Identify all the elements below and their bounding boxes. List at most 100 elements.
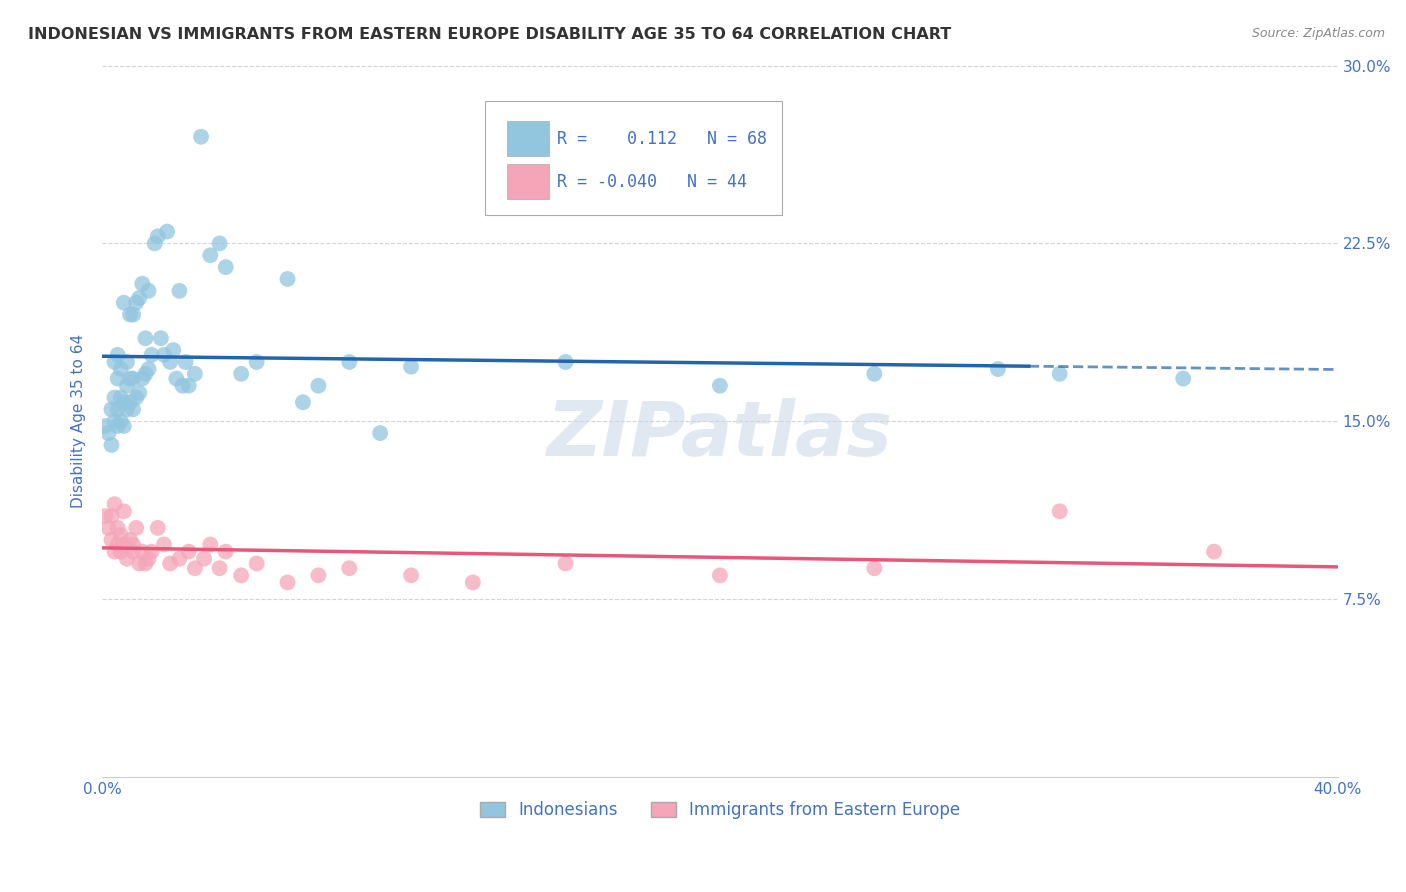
Point (149, 331, 172, 345)
Point (131, 544, 153, 558)
Point (107, 348, 129, 362)
Point (107, 402, 129, 417)
Legend: Indonesians, Immigrants from Eastern Europe: Indonesians, Immigrants from Eastern Eur… (472, 794, 967, 825)
Point (291, 395, 314, 409)
Point (110, 414, 132, 428)
Point (134, 367, 156, 381)
Point (131, 371, 153, 385)
Point (863, 367, 886, 381)
Point (987, 362, 1010, 376)
Point (103, 497, 125, 511)
Point (107, 537, 129, 551)
Point (100, 402, 122, 417)
Point (125, 391, 148, 405)
Point (103, 414, 125, 428)
Point (193, 551, 215, 566)
Point (125, 295, 148, 310)
Point (156, 225, 179, 239)
Point (190, 129, 212, 144)
Point (200, 537, 222, 551)
Point (122, 537, 145, 551)
Point (115, 378, 138, 392)
Point (141, 348, 163, 362)
Point (94, 509, 117, 524)
Point (131, 277, 153, 291)
Point (141, 544, 163, 558)
Point (128, 291, 150, 305)
Point (215, 260, 238, 274)
Point (153, 537, 176, 551)
Point (709, 378, 731, 392)
Point (110, 362, 132, 376)
Point (138, 284, 160, 298)
FancyBboxPatch shape (485, 101, 782, 215)
Point (208, 561, 231, 575)
Point (172, 378, 194, 392)
Point (112, 504, 135, 518)
Point (110, 528, 132, 542)
Y-axis label: Disability Age 35 to 64: Disability Age 35 to 64 (72, 334, 86, 508)
Point (368, 426, 391, 441)
Point (184, 561, 207, 575)
Point (134, 331, 156, 345)
Point (128, 385, 150, 400)
Point (177, 378, 200, 392)
Point (125, 521, 148, 535)
Point (146, 521, 169, 535)
Point (276, 575, 298, 590)
Point (107, 419, 129, 434)
Point (231, 568, 253, 582)
Point (107, 521, 129, 535)
Point (118, 308, 141, 322)
Point (122, 371, 145, 385)
Point (1173, 371, 1195, 385)
Point (112, 295, 135, 310)
Point (246, 557, 269, 571)
Text: INDONESIAN VS IMMIGRANTS FROM EASTERN EUROPE DISABILITY AGE 35 TO 64 CORRELATION: INDONESIAN VS IMMIGRANTS FROM EASTERN EU… (28, 27, 952, 42)
Point (554, 355, 576, 369)
Point (246, 355, 269, 369)
Point (337, 561, 360, 575)
Text: R = -0.040   N = 44: R = -0.040 N = 44 (557, 172, 747, 191)
Point (115, 551, 138, 566)
Point (100, 509, 122, 524)
Point (337, 355, 360, 369)
Point (307, 378, 329, 392)
Point (122, 544, 145, 558)
Point (1204, 544, 1226, 558)
Point (143, 236, 166, 251)
Point (118, 371, 141, 385)
Point (100, 533, 122, 547)
Point (169, 551, 191, 566)
Point (97, 521, 120, 535)
Point (231, 367, 253, 381)
FancyBboxPatch shape (508, 121, 550, 156)
Point (103, 355, 125, 369)
Point (115, 355, 138, 369)
Point (1049, 367, 1071, 381)
Point (100, 438, 122, 452)
Point (184, 367, 207, 381)
Point (118, 395, 141, 409)
Point (159, 557, 181, 571)
Point (103, 391, 125, 405)
Point (159, 355, 181, 369)
Point (103, 544, 125, 558)
Point (863, 561, 886, 575)
Point (146, 229, 169, 244)
Point (153, 348, 176, 362)
Point (208, 236, 231, 251)
Point (307, 568, 329, 582)
Point (107, 371, 129, 385)
Point (118, 533, 141, 547)
Point (110, 391, 132, 405)
Point (138, 551, 160, 566)
Point (112, 537, 135, 551)
Point (162, 343, 184, 357)
Point (276, 272, 298, 286)
Point (215, 544, 238, 558)
Point (1049, 504, 1071, 518)
Point (138, 362, 160, 376)
Point (94, 419, 117, 434)
Point (97, 426, 120, 441)
